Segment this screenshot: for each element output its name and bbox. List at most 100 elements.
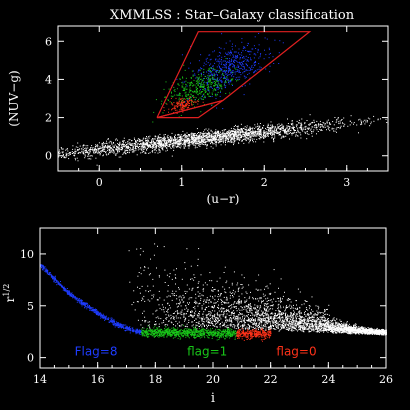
data-point (234, 291, 236, 293)
data-point (214, 141, 216, 143)
data-point (270, 299, 272, 301)
data-point (152, 285, 154, 287)
data-point (92, 149, 94, 151)
data-point (233, 130, 234, 132)
data-point (117, 149, 119, 151)
data-point (331, 321, 332, 323)
data-point (386, 122, 388, 123)
data-point (214, 62, 216, 64)
data-point (196, 83, 198, 85)
data-point (236, 57, 238, 59)
data-point (231, 139, 233, 141)
data-point (154, 152, 156, 154)
data-point (249, 309, 251, 311)
data-point (273, 321, 275, 323)
data-point (221, 133, 223, 134)
data-point (197, 84, 199, 86)
data-point (165, 145, 166, 147)
data-point (111, 148, 113, 150)
data-point (182, 130, 184, 132)
data-point (277, 315, 278, 316)
data-point (234, 56, 236, 58)
data-point (96, 144, 98, 146)
data-point (82, 148, 84, 150)
series-flag0 (163, 96, 204, 114)
data-point (293, 128, 294, 130)
data-point (259, 66, 261, 68)
data-point (327, 313, 329, 315)
data-point (322, 315, 324, 316)
data-point (209, 67, 211, 69)
data-point (196, 88, 198, 90)
data-point (77, 146, 79, 148)
data-point (214, 74, 216, 76)
data-point (273, 63, 275, 64)
data-point (174, 145, 176, 147)
data-point (233, 128, 235, 130)
data-point (179, 104, 181, 106)
data-point (74, 152, 76, 154)
data-point (196, 90, 198, 92)
data-point (362, 333, 364, 334)
data-point (260, 131, 262, 133)
data-point (171, 299, 173, 301)
data-point (201, 132, 203, 134)
data-point (285, 132, 287, 134)
data-point (176, 113, 178, 114)
data-point (135, 143, 137, 145)
data-point (203, 88, 205, 90)
data-point (240, 313, 242, 314)
data-point (297, 311, 299, 313)
data-point (268, 321, 270, 323)
data-point (186, 136, 188, 138)
data-point (291, 127, 293, 129)
data-point (187, 98, 189, 100)
data-point (292, 321, 294, 323)
data-point (229, 52, 230, 54)
data-point (187, 103, 189, 105)
data-point (89, 155, 91, 157)
data-point (168, 139, 170, 141)
data-point (276, 129, 278, 131)
data-point (257, 298, 259, 300)
data-point (265, 313, 267, 315)
data-point (140, 144, 142, 146)
data-point (236, 139, 238, 141)
data-point (184, 135, 186, 137)
data-point (219, 77, 221, 79)
data-point (245, 69, 247, 71)
data-point (203, 86, 205, 88)
data-point (213, 77, 215, 79)
data-point (171, 132, 173, 134)
data-point (144, 142, 146, 144)
data-point (257, 128, 259, 130)
data-point (196, 76, 198, 78)
data-point (254, 64, 256, 66)
data-point (217, 133, 219, 135)
data-point (178, 141, 180, 143)
data-point (267, 126, 269, 128)
data-point (185, 139, 187, 141)
data-point (68, 152, 70, 153)
data-point (244, 324, 246, 326)
data-point (168, 108, 170, 110)
data-point (237, 134, 239, 136)
data-point (237, 56, 239, 58)
data-point (182, 142, 184, 144)
data-point (210, 58, 212, 60)
data-point (278, 311, 280, 313)
data-point (207, 84, 209, 86)
data-point (164, 96, 166, 98)
data-point (212, 318, 214, 320)
data-point (264, 318, 266, 320)
data-point (223, 272, 225, 273)
data-point (210, 318, 211, 320)
data-point (266, 127, 268, 128)
data-point (186, 323, 188, 325)
data-point (233, 315, 235, 317)
data-point (184, 133, 186, 135)
data-point (97, 145, 99, 147)
data-point (205, 90, 207, 92)
data-point (211, 73, 213, 75)
data-point (287, 133, 289, 135)
